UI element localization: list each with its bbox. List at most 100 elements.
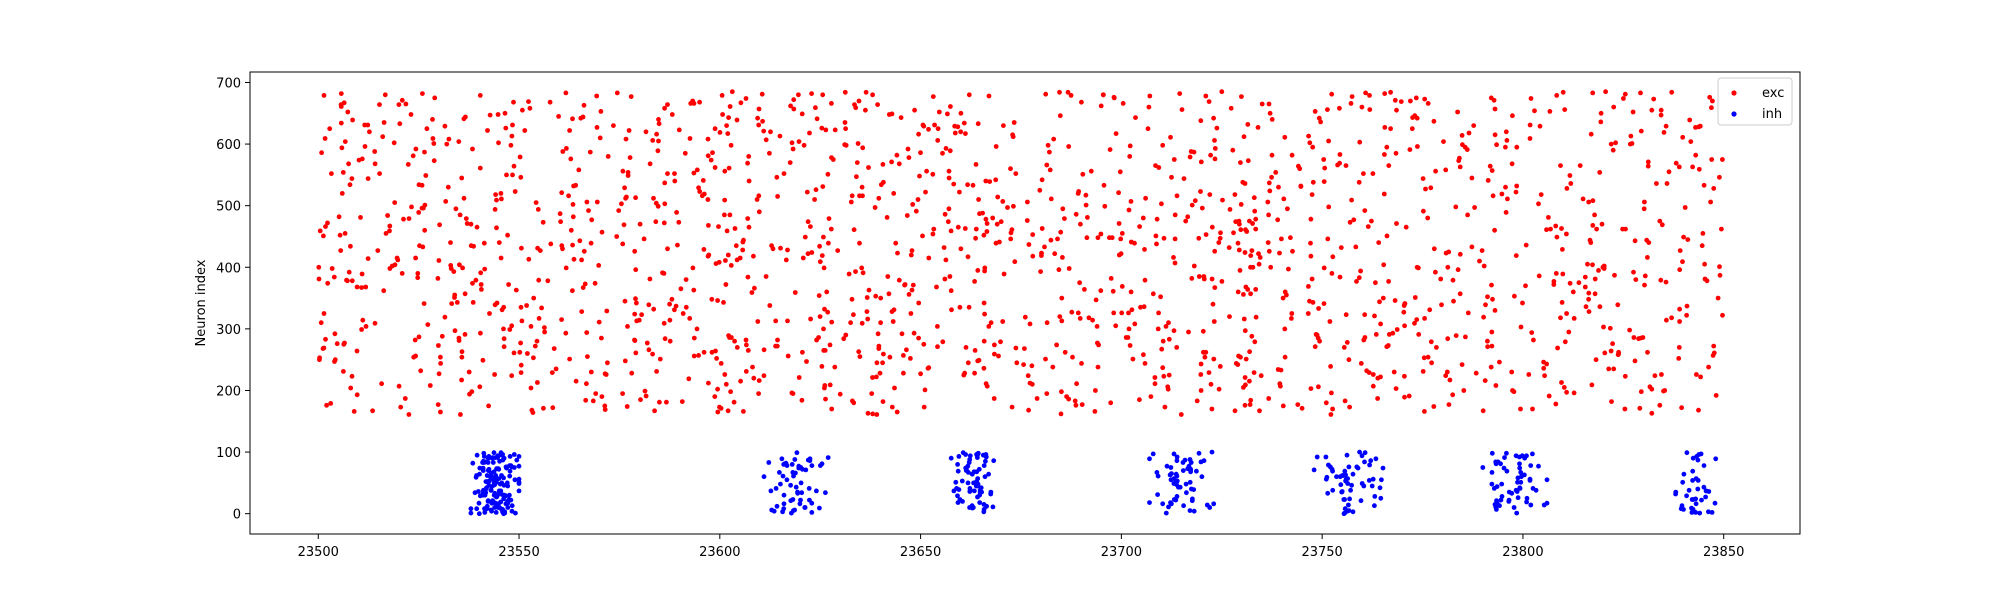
exc-spike-point: [363, 284, 369, 290]
exc-spike-point: [1168, 134, 1173, 140]
exc-spike-point: [922, 387, 928, 393]
exc-spike-point: [1043, 91, 1049, 97]
inh-spike-point: [1536, 463, 1541, 469]
exc-spike-point: [1079, 361, 1084, 366]
exc-spike-point: [785, 247, 790, 253]
exc-spike-point: [740, 247, 746, 253]
exc-spike-point: [1711, 186, 1717, 191]
exc-spike-point: [908, 311, 914, 316]
inh-spike-point: [1366, 478, 1372, 483]
inh-spike-point: [1709, 510, 1715, 515]
exc-spike-point: [1657, 402, 1663, 408]
inh-spike-point: [1345, 476, 1350, 481]
exc-spike-point: [602, 407, 608, 412]
exc-spike-point: [1321, 265, 1327, 271]
exc-spike-point: [442, 123, 448, 129]
exc-spike-point: [633, 267, 639, 273]
exc-spike-point: [1146, 104, 1152, 110]
exc-spike-point: [599, 229, 605, 235]
exc-spike-point: [1220, 197, 1225, 203]
exc-spike-point: [988, 320, 994, 326]
exc-spike-point: [893, 240, 899, 246]
exc-spike-point: [1196, 274, 1202, 279]
exc-spike-point: [701, 191, 707, 197]
exc-spike-point: [986, 93, 992, 99]
exc-spike-point: [1382, 152, 1387, 157]
exc-spike-point: [638, 397, 643, 403]
exc-spike-point: [1489, 343, 1495, 349]
exc-spike-point: [816, 293, 822, 298]
inh-spike-point: [1147, 500, 1152, 505]
exc-spike-point: [894, 152, 900, 158]
exc-spike-point: [437, 222, 442, 228]
exc-spike-point: [444, 141, 450, 147]
exc-spike-point: [399, 271, 405, 276]
legend-box: [1717, 77, 1793, 126]
exc-spike-point: [1465, 310, 1471, 316]
exc-spike-point: [1257, 255, 1263, 260]
exc-spike-point: [662, 180, 668, 186]
exc-spike-point: [1212, 146, 1218, 151]
exc-spike-point: [832, 127, 838, 133]
exc-spike-point: [1561, 385, 1567, 390]
exc-spike-point: [1554, 93, 1560, 98]
exc-spike-point: [800, 255, 806, 261]
inh-spike-point: [780, 509, 785, 515]
exc-spike-point: [1155, 326, 1161, 332]
exc-spike-point: [1059, 389, 1064, 395]
exc-spike-point: [1191, 263, 1197, 269]
inh-spike-point: [1373, 456, 1379, 462]
exc-spike-point: [1677, 306, 1682, 312]
exc-spike-point: [448, 240, 453, 246]
exc-spike-point: [1644, 237, 1650, 243]
exc-spike-point: [1381, 191, 1387, 197]
inh-spike-point: [1337, 474, 1343, 480]
exc-spike-point: [423, 173, 429, 178]
exc-spike-point: [424, 126, 430, 132]
exc-spike-point: [1423, 186, 1428, 192]
exc-spike-point: [1562, 107, 1568, 112]
exc-spike-point: [470, 300, 476, 305]
inh-spike-point: [1502, 455, 1507, 460]
exc-spike-point: [518, 174, 524, 180]
exc-spike-point: [1623, 226, 1628, 232]
exc-spike-point: [341, 369, 346, 374]
exc-spike-point: [625, 324, 630, 329]
exc-spike-point: [1373, 280, 1378, 286]
exc-spike-point: [1232, 408, 1238, 414]
exc-spike-point: [1198, 372, 1204, 377]
exc-spike-point: [1536, 273, 1542, 279]
exc-spike-point: [1341, 345, 1347, 350]
exc-spike-point: [1661, 130, 1667, 135]
exc-spike-point: [494, 197, 499, 203]
exc-spike-point: [775, 337, 780, 343]
exc-spike-point: [567, 356, 572, 362]
exc-spike-point: [1503, 210, 1509, 215]
exc-spike-point: [896, 161, 902, 167]
exc-spike-point: [975, 268, 981, 273]
exc-spike-point: [1446, 402, 1452, 407]
exc-spike-point: [1253, 287, 1259, 292]
exc-spike-point: [340, 170, 346, 175]
exc-spike-point: [1677, 248, 1683, 254]
exc-spike-point: [1696, 166, 1702, 172]
exc-spike-point: [453, 206, 459, 212]
exc-spike-point: [741, 409, 746, 414]
inh-spike-point: [474, 473, 479, 478]
exc-spike-point: [987, 179, 993, 185]
exc-spike-point: [1101, 182, 1107, 188]
exc-spike-point: [464, 221, 470, 226]
exc-spike-point: [908, 252, 914, 258]
inh-spike-point: [780, 473, 786, 479]
exc-spike-point: [1455, 109, 1460, 115]
inh-spike-point: [504, 480, 510, 486]
exc-spike-point: [1198, 189, 1203, 194]
exc-spike-point: [842, 142, 848, 148]
exc-spike-point: [1493, 383, 1499, 388]
exc-spike-point: [674, 210, 679, 215]
exc-spike-point: [1201, 276, 1207, 282]
inh-spike-point: [499, 452, 505, 457]
exc-spike-point: [878, 295, 884, 301]
exc-spike-point: [1503, 184, 1508, 190]
exc-spike-point: [512, 189, 518, 194]
